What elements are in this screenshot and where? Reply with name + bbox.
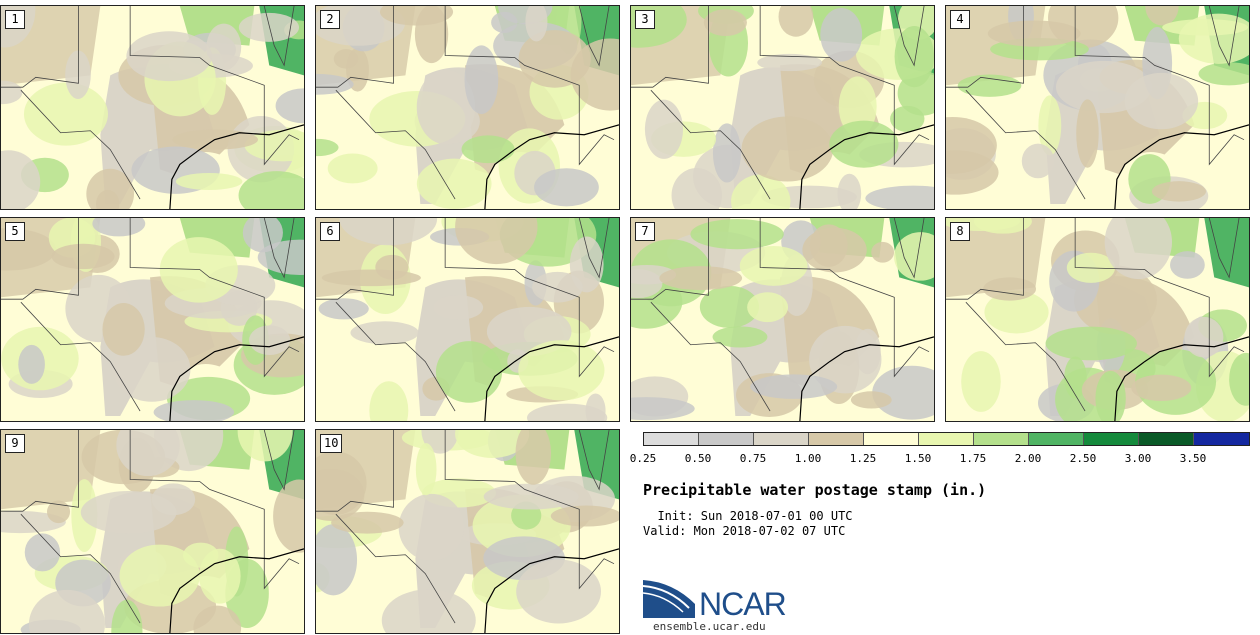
panel-number: 4 xyxy=(950,10,970,29)
valid-time: Valid: Mon 2018-07-02 07 UTC xyxy=(643,524,846,538)
colorbar-tick-label: 1.75 xyxy=(959,452,987,465)
colorbar-tick-label: 1.25 xyxy=(849,452,877,465)
colorbar xyxy=(643,432,1250,446)
colorbar-segment xyxy=(699,433,754,445)
ncar-logo-icon xyxy=(643,580,695,618)
ensemble-url: ensemble.ucar.edu xyxy=(653,620,766,633)
ncar-logo-text: NCAR xyxy=(699,586,787,622)
panel-number: 2 xyxy=(320,10,340,29)
colorbar-segment xyxy=(1139,433,1194,445)
map-panel: 5 xyxy=(0,217,305,422)
colorbar-segment xyxy=(644,433,699,445)
map-panel: 2 xyxy=(315,5,620,210)
colorbar-segment xyxy=(1194,433,1249,445)
colorbar-tick-label: 2.00 xyxy=(1014,452,1042,465)
colorbar-segment xyxy=(754,433,809,445)
colorbar-segment xyxy=(974,433,1029,445)
panel-number: 6 xyxy=(320,222,340,241)
colorbar-tick-label: 0.50 xyxy=(684,452,712,465)
colorbar-tick-label: 0.75 xyxy=(739,452,767,465)
panel-number: 8 xyxy=(950,222,970,241)
map-panel: 7 xyxy=(630,217,935,422)
panel-number: 10 xyxy=(320,434,343,453)
map-panel: 6 xyxy=(315,217,620,422)
colorbar-tick-label: 1.00 xyxy=(794,452,822,465)
colorbar-tick-label: 3.50 xyxy=(1179,452,1207,465)
colorbar-segment xyxy=(1084,433,1139,445)
panel-number: 7 xyxy=(635,222,655,241)
init-time: Init: Sun 2018-07-01 00 UTC xyxy=(643,509,853,523)
colorbar-tick-label: 3.00 xyxy=(1124,452,1152,465)
map-panel: 3 xyxy=(630,5,935,210)
panel-number: 5 xyxy=(5,222,25,241)
map-panel: 1 xyxy=(0,5,305,210)
colorbar-tick-label: 2.50 xyxy=(1069,452,1097,465)
colorbar-tick-label: 0.25 xyxy=(629,452,657,465)
colorbar-segment xyxy=(864,433,919,445)
colorbar-segment xyxy=(919,433,974,445)
colorbar-tick-label: 1.50 xyxy=(904,452,932,465)
colorbar-segment xyxy=(809,433,864,445)
map-panel: 8 xyxy=(945,217,1250,422)
map-panel: 9 xyxy=(0,429,305,634)
map-panel: 4 xyxy=(945,5,1250,210)
panel-number: 9 xyxy=(5,434,25,453)
colorbar-segment xyxy=(1029,433,1084,445)
legend-title: Precipitable water postage stamp (in.) xyxy=(643,481,987,499)
panel-number: 3 xyxy=(635,10,655,29)
panel-number: 1 xyxy=(5,10,25,29)
map-panel: 10 xyxy=(315,429,620,634)
